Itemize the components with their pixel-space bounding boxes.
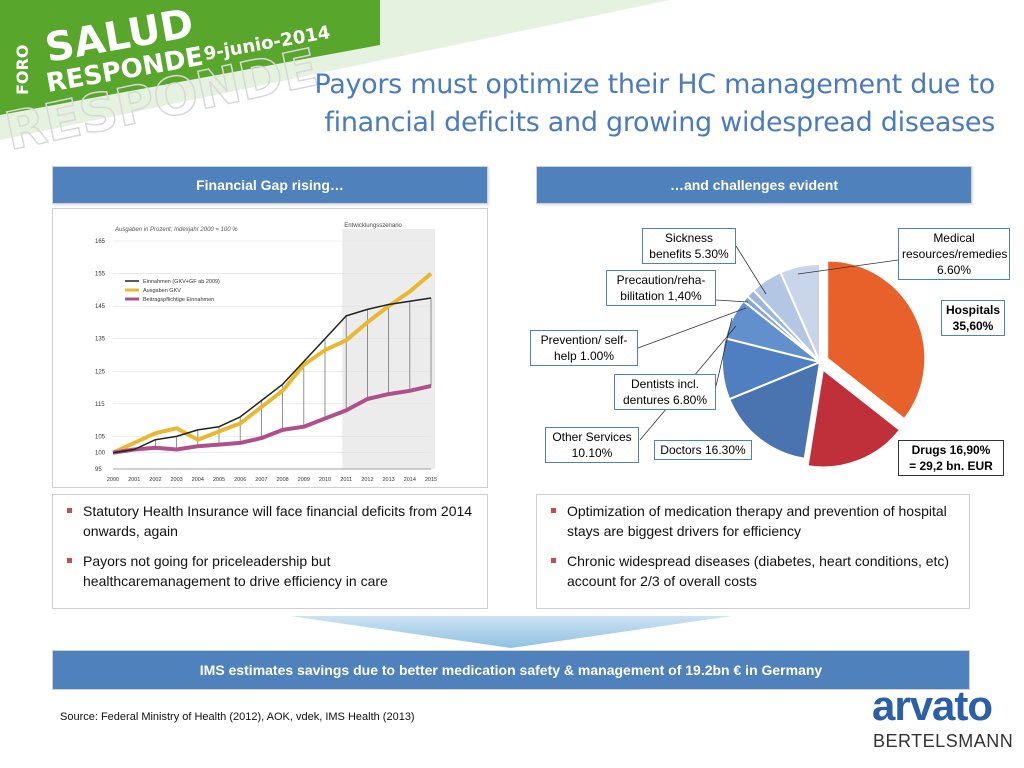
legend-label: Beitragspflichtige Einnahmen: [143, 297, 214, 303]
y-tick-label: 105: [95, 434, 106, 440]
callout-dentists: Dentists incl. dentures 6.80%: [614, 374, 716, 410]
y-tick-label: 115: [95, 402, 105, 408]
callout-drugs: Drugs 16,90% = 29,2 bn. EUR: [898, 440, 1004, 476]
source-note: Source: Federal Ministry of Health (2012…: [60, 711, 415, 723]
x-tick-label: 2002: [149, 477, 161, 483]
x-tick-label: 2015: [425, 477, 437, 483]
pie-slice-1: [806, 367, 902, 469]
pie-chart: [637, 245, 927, 469]
right-bullet-1: Optimization of medication therapy and p…: [549, 501, 959, 541]
x-tick-label: 2003: [170, 477, 182, 483]
callout-sickness: Sickness benefits 5.30%: [642, 228, 736, 264]
x-tick-label: 2008: [276, 477, 288, 483]
funnel-arrow: [290, 616, 732, 648]
slide-title-line-1: Payors must optimize their HC management…: [314, 69, 995, 100]
banner-green-band: [0, 0, 380, 115]
series-line-2: [112, 383, 432, 455]
callout-prevention: Prevention/ self-help 1.00%: [530, 330, 638, 366]
y-tick-label: 155: [95, 272, 106, 278]
pie-slice-2: [727, 360, 822, 460]
legend-label: Ausgaben GKV: [143, 288, 181, 294]
x-tick-label: 2010: [319, 477, 331, 483]
event-banner: RESPONDE FORO SALUD RESPONDE 9-junio-201…: [0, 0, 670, 160]
x-tick-label: 2001: [128, 477, 140, 483]
x-tick-label: 2014: [404, 477, 416, 483]
pie-leader-line: [797, 259, 899, 275]
pie-leader-line: [735, 245, 767, 295]
arvato-logo: arvato: [872, 682, 993, 729]
y-tick-label: 100: [95, 451, 106, 457]
callout-doctors: Doctors 16.30%: [654, 440, 752, 460]
banner-foro: FORO: [13, 45, 32, 95]
y-tick-label: 125: [95, 369, 106, 375]
right-bullet-2: Chronic widespread diseases (diabetes, h…: [549, 551, 959, 591]
legend-label: Einnahmen (GKV+GF ab 2009): [143, 279, 220, 285]
y-tick-label: 145: [95, 304, 106, 310]
right-bullet-list: Optimization of medication therapy and p…: [536, 494, 970, 609]
summary-bar: IMS estimates savings due to better medi…: [52, 650, 970, 690]
right-section-header: …and challenges evident: [536, 166, 972, 204]
pie-slice-8: [779, 262, 821, 363]
x-tick-label: 2000: [107, 477, 119, 483]
x-tick-label: 2005: [213, 477, 225, 483]
x-tick-label: 2012: [361, 477, 373, 483]
pie-leader-line: [715, 317, 733, 387]
x-tick-label: 2006: [234, 477, 246, 483]
left-bullet-1: Statutory Health Insurance will face fin…: [65, 501, 477, 541]
scenario-label: Entwicklungsszenario: [344, 223, 402, 229]
x-tick-label: 2013: [382, 477, 394, 483]
y-tick-label: 135: [95, 337, 106, 343]
line-chart-panel: Ausgaben in Prozent; Indexjahr 2000 = 10…: [52, 208, 488, 488]
callout-drugs-line-2: = 29,2 bn. EUR: [909, 459, 993, 473]
slide-title: Payors must optimize their HC management…: [270, 66, 995, 142]
x-tick-label: 2007: [255, 477, 267, 483]
callout-medical: Medical resources/remedies 6.60%: [898, 228, 1010, 280]
callout-hospitals: Hospitals 35,60%: [941, 300, 1005, 336]
series-line-0: [112, 297, 432, 454]
line-chart: Ausgaben in Prozent; Indexjahr 2000 = 10…: [95, 223, 437, 483]
pie-slice-0: [826, 259, 927, 421]
left-section-header: Financial Gap rising…: [52, 166, 488, 204]
left-bullet-2: Payors not going for priceleadership but…: [65, 551, 477, 591]
slide-title-line-2: financial deficits and growing widesprea…: [324, 107, 995, 138]
left-bullet-list: Statutory Health Insurance will face fin…: [52, 494, 488, 609]
y-tick-label: 95: [95, 467, 102, 473]
line-chart-caption: Ausgaben in Prozent; Indexjahr 2000 = 10…: [114, 227, 238, 233]
y-tick-label: 165: [95, 239, 106, 245]
series-line-1: [112, 272, 433, 455]
callout-other: Other Services 10.10%: [545, 427, 639, 463]
x-tick-label: 2011: [340, 477, 352, 483]
x-tick-label: 2004: [192, 477, 204, 483]
x-tick-label: 2009: [298, 477, 310, 483]
pie-leader-line: [715, 299, 749, 303]
callout-precaution: Precaution/reha-bilitation 1,40%: [606, 270, 716, 306]
pie-leader-line: [637, 307, 747, 349]
callout-drugs-line-1: Drugs 16,90%: [911, 443, 991, 457]
bertelsmann-logo: BERTELSMANN: [873, 731, 1014, 751]
